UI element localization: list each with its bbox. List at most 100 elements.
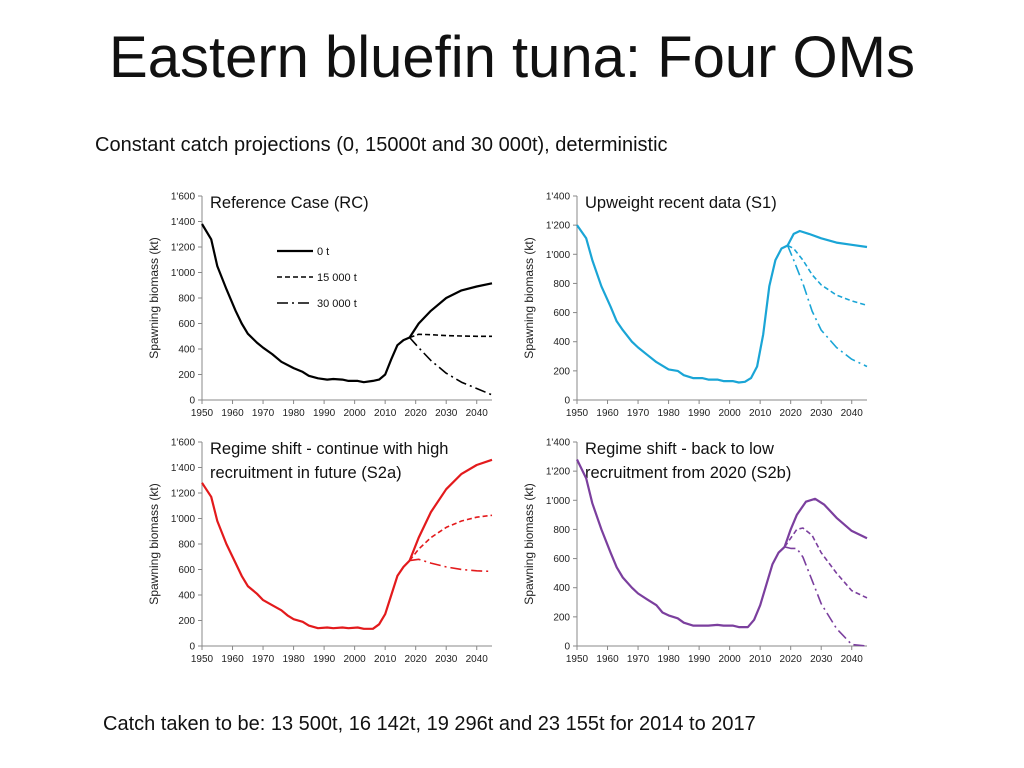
history-line <box>201 223 411 384</box>
series-line-0 <box>408 282 493 339</box>
chart-title-line: recruitment in future (S2a) <box>210 464 402 482</box>
x-tick-label: 2010 <box>374 654 397 665</box>
series-line-2 <box>786 245 868 368</box>
x-tick-label: 1970 <box>627 408 650 419</box>
series-line-0 <box>786 229 868 249</box>
x-tick-label: 1980 <box>657 408 680 419</box>
series-line-1 <box>409 333 492 339</box>
y-tick-label: 400 <box>178 591 195 602</box>
x-tick-label: 1950 <box>566 654 589 665</box>
y-tick-label: 800 <box>553 525 570 536</box>
x-tick-label: 2000 <box>344 408 367 419</box>
history-line <box>576 224 789 384</box>
chart-rc: 0 200 400 600 800 1'000 1'200 1'400 1'600 1950 196… <box>147 192 493 419</box>
x-tick-label: 2010 <box>749 408 772 419</box>
y-tick-label: 1'000 <box>171 268 196 279</box>
y-tick-label: 1'200 <box>546 221 571 232</box>
y-axis-label: Spawning biomass (kt) <box>147 483 161 604</box>
x-tick-label: 1980 <box>282 408 305 419</box>
y-tick-label: 800 <box>178 294 195 305</box>
series-line-2 <box>784 546 868 647</box>
y-tick-label: 600 <box>178 319 195 330</box>
y-tick-label: 0 <box>189 396 195 407</box>
y-tick-label: 800 <box>553 279 570 290</box>
chart-title-line: Upweight recent data (S1) <box>585 194 777 212</box>
x-tick-label: 2000 <box>719 654 742 665</box>
x-tick-label: 1960 <box>221 408 244 419</box>
x-tick-label: 1990 <box>313 654 336 665</box>
x-tick-label: 1970 <box>252 654 275 665</box>
slide-subtitle: Constant catch projections (0, 15000t an… <box>95 134 668 156</box>
y-tick-label: 400 <box>178 345 195 356</box>
y-tick-label: 1'200 <box>171 243 196 254</box>
x-tick-label: 2040 <box>466 408 489 419</box>
y-tick-label: 1'000 <box>546 496 571 507</box>
x-tick-label: 2020 <box>780 408 803 419</box>
history-line <box>576 459 786 629</box>
x-tick-label: 1970 <box>252 408 275 419</box>
y-tick-label: 200 <box>553 366 570 377</box>
y-tick-label: 1'200 <box>171 489 196 500</box>
x-tick-label: 2020 <box>405 654 428 665</box>
x-tick-label: 2030 <box>435 654 458 665</box>
x-tick-label: 1980 <box>657 654 680 665</box>
x-tick-label: 2040 <box>841 654 864 665</box>
chart-s1: 0 200 400 600 800 1'000 1'200 1'400 1950 1960 1970… <box>522 192 868 419</box>
x-tick-label: 2040 <box>841 408 864 419</box>
y-tick-label: 800 <box>178 540 195 551</box>
x-tick-label: 1970 <box>627 654 650 665</box>
x-tick-label: 2000 <box>344 654 367 665</box>
y-tick-label: 1'400 <box>546 192 571 203</box>
series-line-2 <box>409 336 493 396</box>
chart-s2a: 0 200 400 600 800 1'000 1'200 1'400 1'600 1950 196… <box>147 438 493 665</box>
y-axis-label: Spawning biomass (kt) <box>522 237 536 358</box>
x-tick-label: 1950 <box>566 408 589 419</box>
y-tick-label: 200 <box>553 612 570 623</box>
chart-title-line: Reference Case (RC) <box>210 194 369 212</box>
series-line-2 <box>409 558 493 573</box>
y-tick-label: 600 <box>553 554 570 565</box>
x-tick-label: 2030 <box>810 408 833 419</box>
x-tick-label: 2040 <box>466 654 489 665</box>
x-tick-label: 1990 <box>688 654 711 665</box>
x-tick-label: 2030 <box>810 654 833 665</box>
slide-footer: Catch taken to be: 13 500t, 16 142t, 19 … <box>103 713 756 735</box>
x-tick-label: 2030 <box>435 408 458 419</box>
y-axis-label: Spawning biomass (kt) <box>522 483 536 604</box>
series-line-1 <box>408 514 493 562</box>
x-tick-label: 1990 <box>688 408 711 419</box>
series-line-1 <box>783 527 868 599</box>
y-tick-label: 0 <box>564 396 570 407</box>
y-tick-label: 600 <box>178 565 195 576</box>
chart-s2b: 0 200 400 600 800 1'000 1'200 1'400 1950 1960 1970… <box>522 438 868 665</box>
chart-title-line: recruitment from 2020 (S2b) <box>585 464 791 482</box>
y-tick-label: 1'400 <box>171 463 196 474</box>
x-tick-label: 1950 <box>191 408 214 419</box>
history-line <box>201 482 411 630</box>
x-tick-label: 2020 <box>405 408 428 419</box>
y-axis-label: Spawning biomass (kt) <box>147 237 161 358</box>
y-tick-label: 0 <box>189 642 195 653</box>
x-tick-label: 1960 <box>596 408 619 419</box>
chart-title-line: Regime shift - continue with high <box>210 440 448 458</box>
x-tick-label: 2000 <box>719 408 742 419</box>
y-tick-label: 1'200 <box>546 467 571 478</box>
chart-title-line: Regime shift - back to low <box>585 440 774 458</box>
x-tick-label: 1960 <box>596 654 619 665</box>
x-tick-label: 1960 <box>221 654 244 665</box>
x-tick-label: 2010 <box>374 408 397 419</box>
x-tick-label: 1990 <box>313 408 336 419</box>
chart-panel-s2a: 0 200 400 600 800 1'000 1'200 1'400 1'600 1950 196… <box>140 432 510 674</box>
chart-panel-s2b: 0 200 400 600 800 1'000 1'200 1'400 1950 1960 1970… <box>515 432 885 674</box>
y-tick-label: 200 <box>178 370 195 381</box>
slide-title: Eastern bluefin tuna: Four OMs <box>109 25 915 90</box>
x-tick-label: 1950 <box>191 654 214 665</box>
series-line-0 <box>408 458 493 562</box>
y-tick-label: 1'600 <box>171 438 196 449</box>
x-tick-label: 2010 <box>749 654 772 665</box>
series-line-0 <box>783 497 868 548</box>
x-tick-label: 2020 <box>780 654 803 665</box>
y-tick-label: 1'600 <box>171 192 196 203</box>
legend-label: 0 t <box>317 246 329 258</box>
y-tick-label: 1'400 <box>546 438 571 449</box>
